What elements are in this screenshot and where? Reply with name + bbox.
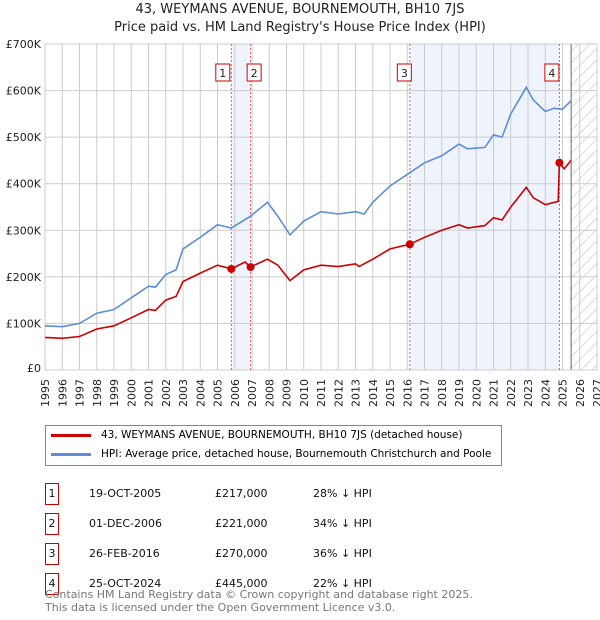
- x-tick-label: 1995: [39, 379, 52, 407]
- x-tick-label: 2024: [539, 379, 552, 407]
- property-price-line: [44, 159, 572, 340]
- x-tick-label: 2008: [263, 379, 276, 407]
- legend-swatch-hpi: [51, 453, 91, 456]
- sale-hpi-diff: 34% ↓ HPI: [313, 517, 372, 530]
- sale-row: 1 19-OCT-2005 £217,000 28% ↓ HPI: [45, 483, 545, 505]
- x-tick-label: 2025: [557, 379, 570, 407]
- x-tick-label: 2004: [194, 379, 207, 407]
- x-tick-label: 2011: [315, 379, 328, 407]
- sale-point: [555, 158, 564, 167]
- chart-title: 43, WEYMANS AVENUE, BOURNEMOUTH, BH10 7J…: [135, 2, 465, 17]
- x-tick-label: 1997: [74, 379, 87, 407]
- x-tick-label: 2018: [436, 379, 449, 407]
- sale-price: £270,000: [215, 547, 268, 560]
- footer: Contains HM Land Registry data © Crown c…: [45, 588, 473, 614]
- sale-label: 4: [548, 67, 555, 80]
- x-tick-label: 2019: [453, 379, 466, 407]
- x-tick-label: 2002: [160, 379, 173, 407]
- legend-label-hpi: HPI: Average price, detached house, Bour…: [101, 448, 492, 460]
- x-tick-label: 2007: [246, 379, 259, 407]
- sale-hpi-diff: 36% ↓ HPI: [313, 547, 372, 560]
- x-tick-label: 2027: [591, 379, 600, 407]
- x-tick-label: 2013: [350, 379, 363, 407]
- y-tick-label: £300K: [6, 224, 42, 237]
- sale-date: 25-OCT-2024: [89, 577, 162, 590]
- sale-hpi-diff: 22% ↓ HPI: [313, 577, 372, 590]
- sale-date: 01-DEC-2006: [89, 517, 163, 530]
- x-tick-label: 2022: [505, 379, 518, 407]
- sale-price: £221,000: [215, 517, 268, 530]
- legend-label-property: 43, WEYMANS AVENUE, BOURNEMOUTH, BH10 7J…: [101, 429, 463, 441]
- x-tick-label: 2015: [384, 379, 397, 407]
- sale-label-box: [396, 63, 412, 82]
- footer-line-1: Contains HM Land Registry data © Crown c…: [45, 588, 473, 601]
- sale-point: [405, 240, 414, 249]
- sale-row: 2 01-DEC-2006 £221,000 34% ↓ HPI: [45, 513, 545, 535]
- y-tick-label: £600K: [6, 85, 42, 98]
- x-tick-label: 2005: [212, 379, 225, 407]
- x-tick-label: 2009: [281, 379, 294, 407]
- sale-date: 19-OCT-2005: [89, 487, 162, 500]
- plot-area: 1995 1996 1997 1998 1999 2000 2001 2002 2003 2004…: [6, 38, 600, 407]
- sale-label-box: [246, 63, 262, 82]
- sale-label-box: [544, 63, 560, 82]
- x-tick-label: 2021: [488, 379, 501, 407]
- y-tick-label: £400K: [6, 178, 42, 191]
- sale-label: 1: [219, 67, 226, 80]
- sale-date: 26-FEB-2016: [89, 547, 160, 560]
- sale-point: [227, 264, 236, 273]
- x-tick-label: 2001: [143, 379, 156, 407]
- sale-price: £445,000: [215, 577, 268, 590]
- sale-marker-number: 1: [45, 483, 59, 505]
- x-tick-label: 2012: [332, 379, 345, 407]
- x-tick-label: 2006: [229, 379, 242, 407]
- y-tick-label: £500K: [6, 131, 42, 144]
- x-tick-label: 1999: [108, 379, 121, 407]
- y-tick-label: £0: [27, 362, 41, 375]
- x-tick-label: 1998: [91, 379, 104, 407]
- sale-price: £217,000: [215, 487, 268, 500]
- sale-marker-number: 4: [45, 573, 59, 595]
- x-tick-label: 2023: [522, 379, 535, 407]
- sale-hpi-diff: 28% ↓ HPI: [313, 487, 372, 500]
- x-tick-label: 2026: [574, 379, 587, 407]
- x-tick-label: 2000: [125, 379, 138, 407]
- sale-row: 3 26-FEB-2016 £270,000 36% ↓ HPI: [45, 543, 545, 565]
- sale-point: [246, 263, 255, 272]
- legend-swatch-property: [51, 434, 91, 437]
- highlight-span-1-2: [231, 44, 251, 370]
- sale-label: 3: [401, 67, 408, 80]
- x-tick-label: 1996: [56, 379, 69, 407]
- plot-border: [44, 43, 598, 371]
- hpi-line: [44, 85, 572, 328]
- y-tick-label: £100K: [6, 317, 42, 330]
- x-tick-label: 2017: [419, 379, 432, 407]
- forecast-hatch: [571, 44, 597, 370]
- sale-row: 4 25-OCT-2024 £445,000 22% ↓ HPI: [45, 573, 545, 595]
- x-tick-label: 2010: [298, 379, 311, 407]
- x-tick-label: 2020: [470, 379, 483, 407]
- sale-label: 2: [251, 67, 258, 80]
- sale-marker-number: 3: [45, 543, 59, 565]
- x-tick-label: 2003: [177, 379, 190, 407]
- sale-label-box: [215, 63, 231, 82]
- legend: 43, WEYMANS AVENUE, BOURNEMOUTH, BH10 7J…: [45, 425, 502, 466]
- x-tick-label: 2014: [367, 379, 380, 407]
- highlight-span-3-4: [409, 44, 560, 370]
- chart-subtitle: Price paid vs. HM Land Registry's House …: [114, 20, 486, 35]
- sale-marker-number: 2: [45, 513, 59, 535]
- footer-line-2: This data is licensed under the Open Gov…: [45, 601, 396, 614]
- y-tick-label: £700K: [6, 38, 42, 51]
- x-tick-label: 2016: [401, 379, 414, 407]
- y-tick-label: £200K: [6, 271, 42, 284]
